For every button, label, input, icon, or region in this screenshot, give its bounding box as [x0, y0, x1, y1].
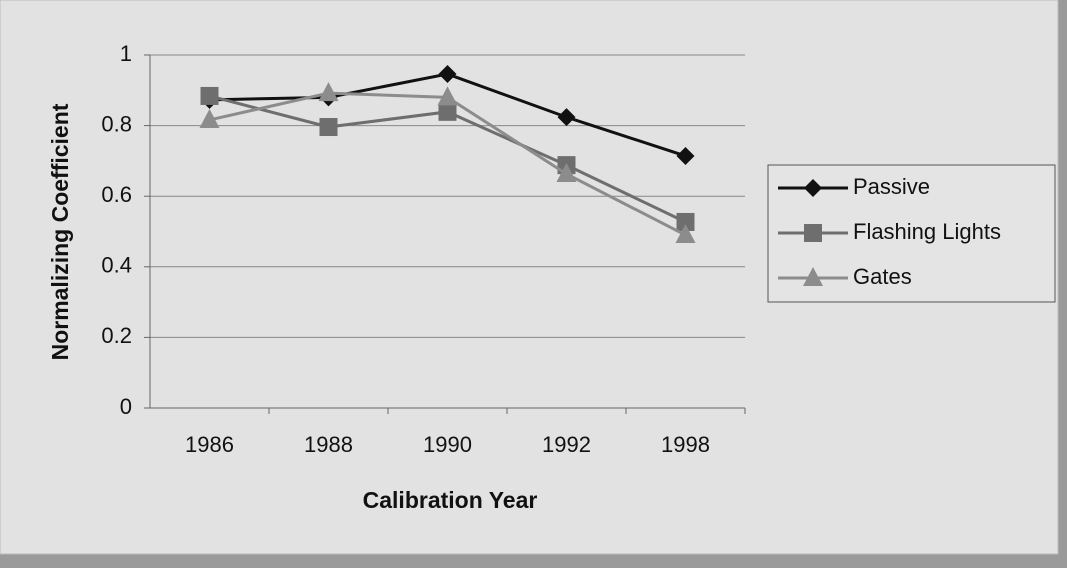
x-tick-label: 1988: [304, 432, 353, 457]
x-tick-label: 1986: [185, 432, 234, 457]
y-tick-label: 0.6: [101, 182, 132, 207]
marker: [675, 224, 696, 244]
marker: [437, 86, 458, 106]
marker: [557, 108, 576, 127]
x-tick-label: 1990: [423, 432, 472, 457]
legend-label: Passive: [853, 174, 930, 199]
marker: [676, 146, 695, 165]
marker: [200, 86, 219, 105]
y-tick-label: 1: [120, 41, 132, 66]
x-axis-title: Calibration Year: [363, 487, 538, 513]
x-tick-label: 1992: [542, 432, 591, 457]
legend-label: Gates: [853, 264, 912, 289]
y-axis-title: Normalizing Coefficient: [47, 103, 73, 360]
marker: [803, 267, 823, 286]
marker: [318, 82, 339, 102]
marker: [556, 162, 577, 182]
marker: [804, 224, 822, 242]
marker: [319, 118, 338, 137]
legend-label: Flashing Lights: [853, 219, 1001, 244]
marker: [438, 102, 457, 121]
y-tick-label: 0.4: [101, 253, 132, 278]
y-tick-label: 0: [120, 394, 132, 419]
marker: [804, 179, 822, 197]
marker: [199, 108, 220, 128]
marker: [438, 65, 457, 84]
y-tick-label: 0.2: [101, 323, 132, 348]
x-tick-label: 1998: [661, 432, 710, 457]
marker: [676, 212, 695, 231]
y-tick-label: 0.8: [101, 111, 132, 136]
